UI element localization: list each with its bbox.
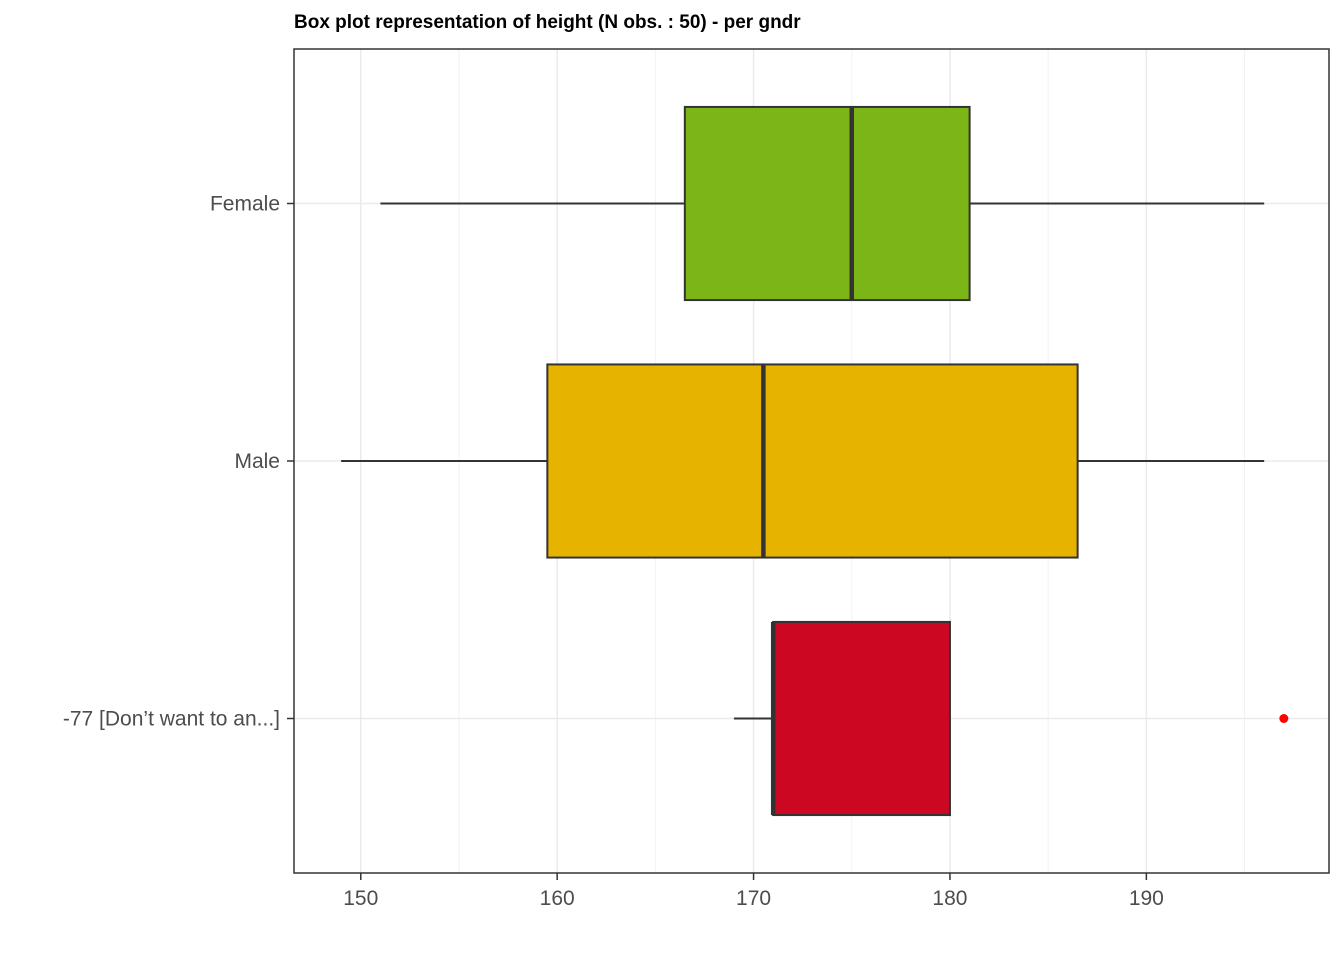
box-female	[380, 105, 1265, 302]
axes: 150 160 170 180 190 Female Male -77 [Don’t want…	[63, 193, 1164, 911]
iqr-box	[772, 620, 951, 817]
iqr-box	[683, 105, 971, 302]
box-male	[341, 363, 1265, 559]
boxes	[341, 105, 1289, 817]
y-tick-label: -77 [Don’t want to an...]	[63, 708, 280, 731]
y-tick-label: Female	[210, 193, 280, 216]
chart-title: Box plot representation of height (N obs…	[294, 12, 801, 33]
x-tick-label: 190	[1129, 887, 1164, 910]
x-tick-label: 180	[932, 887, 967, 910]
y-tick-label: Male	[234, 450, 280, 473]
box-77-don-t-want-to-an	[733, 620, 1289, 817]
outlier-point	[1279, 714, 1289, 723]
x-tick-label: 150	[343, 887, 378, 910]
iqr-box	[546, 363, 1079, 559]
x-tick-label: 160	[540, 887, 575, 910]
x-tick-label: 170	[736, 887, 771, 910]
